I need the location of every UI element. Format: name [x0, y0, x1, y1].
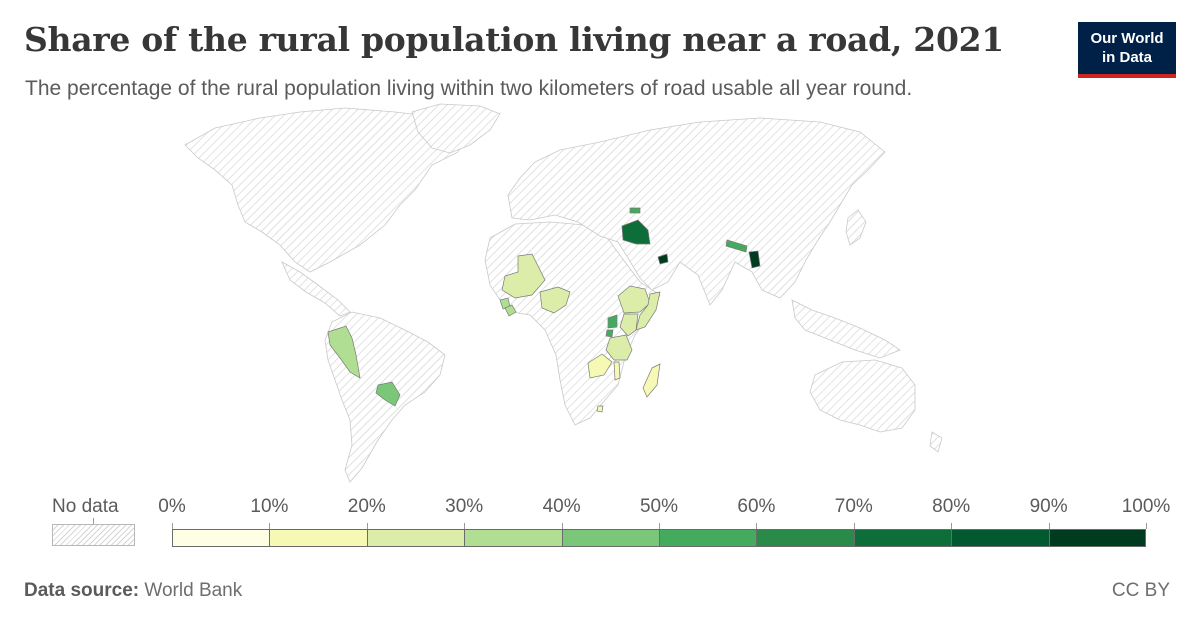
legend-bin-8[interactable]	[951, 529, 1049, 547]
north-america-shape	[184, 107, 471, 273]
legend-tick-mark	[464, 523, 466, 529]
license-label[interactable]: CC BY	[1111, 580, 1170, 601]
chart-title: Share of the rural population living nea…	[24, 20, 1004, 59]
data-countries	[327, 207, 761, 413]
legend-tick-label: 40%	[542, 496, 581, 517]
legend-tick-mark	[1048, 523, 1050, 529]
legend-tick-label: 50%	[639, 496, 679, 517]
logo-line-1: Our World	[1090, 30, 1164, 47]
source-value[interactable]: World Bank	[144, 580, 243, 601]
legend-tick-mark	[853, 523, 855, 529]
country-malawi[interactable]	[613, 361, 621, 381]
data-source: Data source: World Bank	[24, 580, 242, 602]
country-bangladesh[interactable]	[748, 250, 761, 269]
legend-tick-label: 80%	[932, 496, 971, 517]
chart-subtitle: The percentage of the rural population l…	[25, 77, 913, 100]
legend-tick-mark	[172, 523, 173, 529]
country-somalia[interactable]	[635, 291, 661, 331]
country-tanzania[interactable]	[605, 334, 633, 361]
legend-no-data-tick	[93, 518, 94, 524]
legend-tick-mark	[366, 523, 368, 529]
eurasia-shape	[507, 117, 886, 306]
legend-bin-6[interactable]	[756, 529, 854, 547]
legend-no-data-label: No data	[52, 496, 119, 517]
legend-bin-0[interactable]	[172, 529, 270, 547]
country-madagascar[interactable]	[642, 363, 661, 398]
legend-bin-5[interactable]	[659, 529, 757, 547]
country-paraguay[interactable]	[375, 381, 401, 407]
legend-tick-label: 20%	[347, 496, 386, 517]
legend-tick-label: 30%	[445, 496, 484, 517]
legend-bin-1[interactable]	[269, 529, 367, 547]
country-zambia[interactable]	[587, 353, 613, 379]
country-kenya[interactable]	[619, 313, 639, 337]
country-rwanda[interactable]	[605, 329, 614, 338]
legend-tick-mark	[561, 523, 563, 529]
legend-bin-2[interactable]	[366, 529, 465, 547]
australia-shape	[809, 359, 916, 433]
legend-tick-mark	[951, 523, 953, 529]
legend-bin-3[interactable]	[464, 529, 562, 547]
country-liberia[interactable]	[504, 304, 517, 317]
owid-logo[interactable]: Our World in Data	[1078, 22, 1176, 78]
legend-bin-4[interactable]	[561, 529, 659, 547]
country-uganda[interactable]	[607, 314, 618, 329]
legend-tick-label: 10%	[250, 496, 289, 517]
legend-tick-mark	[756, 523, 758, 529]
country-eswatini[interactable]	[596, 405, 604, 413]
country-iraq[interactable]	[621, 219, 651, 245]
country-georgia[interactable]	[629, 207, 641, 214]
legend-no-data-swatch[interactable]	[52, 524, 135, 546]
source-label: Data source:	[24, 580, 140, 601]
central-america-shape	[281, 261, 351, 317]
country-nepal[interactable]	[725, 239, 748, 253]
legend-tick-label: 0%	[158, 496, 186, 517]
logo-line-2: in Data	[1101, 49, 1152, 66]
legend-tick-mark	[269, 523, 271, 529]
southeast-asia-shape	[791, 299, 901, 359]
country-nigeria[interactable]	[539, 286, 571, 314]
country-mali[interactable]	[501, 253, 546, 299]
legend-bin-9[interactable]	[1048, 529, 1146, 547]
legend-tick-mark	[1146, 523, 1147, 529]
legend-tick-label: 70%	[834, 496, 873, 517]
legend-tick-label: 90%	[1029, 496, 1068, 517]
legend-tick-label: 100%	[1121, 496, 1171, 517]
legend-tick-mark	[659, 523, 660, 529]
legend-tick-label: 60%	[737, 496, 776, 517]
country-peru[interactable]	[327, 325, 361, 379]
japan-shape	[845, 209, 867, 246]
new-zealand-shape	[929, 431, 943, 453]
greenland-shape	[411, 103, 501, 154]
legend-bin-7[interactable]	[853, 529, 952, 547]
world-map[interactable]	[0, 100, 1200, 490]
country-united-arab-emirates[interactable]	[657, 253, 669, 265]
